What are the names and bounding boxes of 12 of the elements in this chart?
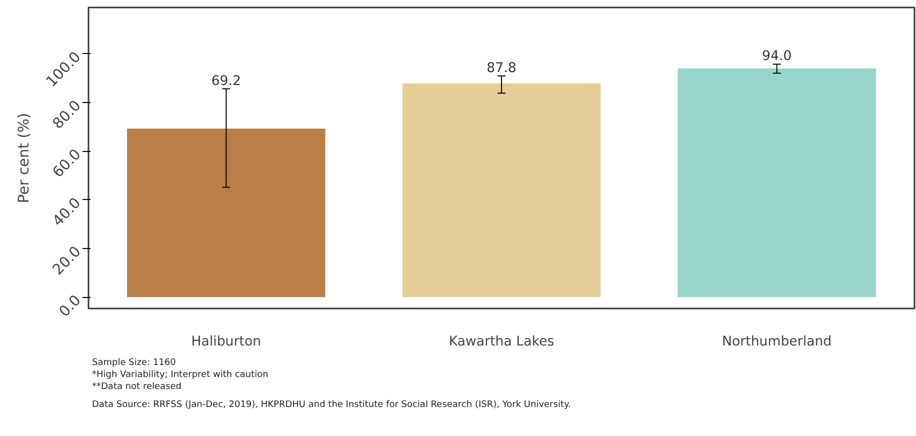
x-tick-label: Northumberland — [722, 334, 832, 350]
x-tick-label: Kawartha Lakes — [448, 334, 554, 350]
y-axis-title: Per cent (%) — [15, 112, 32, 204]
source-note: Data Source: RRFSS (Jan-Dec, 2019), HKPRDHU and the Institute for Social Research (ISR), York University. — [92, 399, 571, 411]
x-tick-label: Haliburton — [191, 334, 262, 350]
data-label: 69.2 — [211, 74, 242, 89]
y-tick-label: 0.0 — [56, 292, 84, 320]
data-label: 87.8 — [486, 60, 516, 76]
text: **Data not released — [92, 381, 182, 393]
data-label: 94.0 — [762, 49, 792, 64]
text: *High Variability; Interpret with caution — [92, 369, 270, 381]
text: Sample Size: 1160 — [92, 357, 177, 369]
